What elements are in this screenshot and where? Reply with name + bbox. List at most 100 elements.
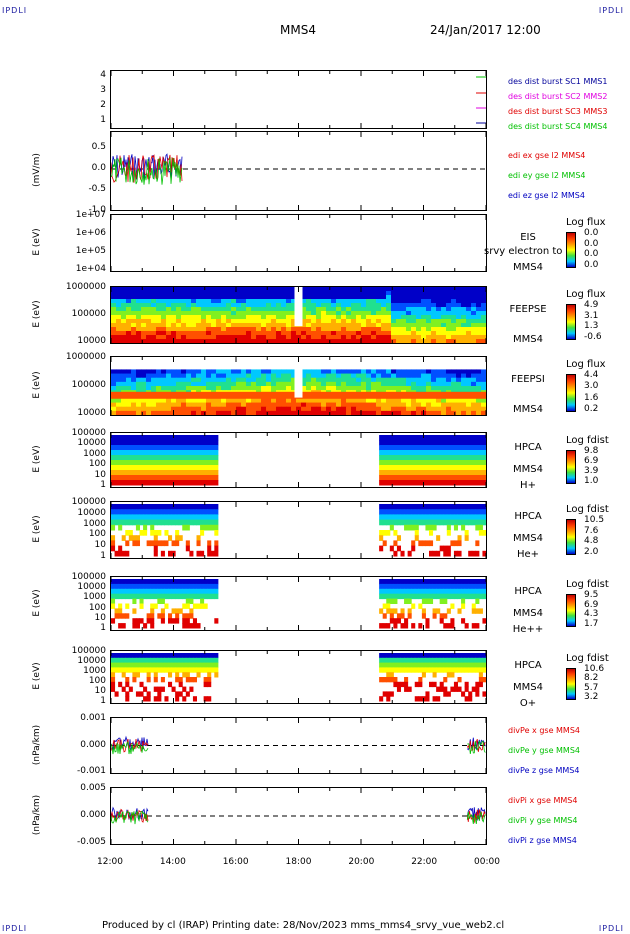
panel-7-ytick: 1000 (83, 518, 106, 529)
panel-10-ytick: 0.000 (80, 739, 106, 750)
panel-7-cb-value: 10.5 (584, 515, 605, 525)
panel-9-plot (111, 651, 486, 703)
panel-8-instrument: HPCA (514, 586, 542, 597)
panel-8-ytick: 10 (94, 612, 106, 623)
panel-6-instrument: HPCA (514, 442, 542, 453)
panel-11-legend-item: divPi x gse MMS4 (508, 796, 578, 805)
panel-9-cb-value: 3.2 (584, 692, 599, 702)
panel-8-cb-value: 6.9 (584, 599, 599, 610)
panel-6-spacecraft: MMS4 (513, 464, 543, 475)
panel-8-ytick: 100 (88, 602, 106, 613)
panel-4-cb-value: 3.1 (584, 310, 599, 321)
panel-1-ytick: 2 (100, 100, 106, 110)
panel-9-ytick: 10000 (77, 656, 106, 666)
panel-2-ytick: 0.5 (91, 141, 106, 152)
panel-7-cb-value: 2.0 (584, 547, 599, 557)
panel-4 (110, 286, 487, 344)
panel-9-ytick: 100000 (71, 646, 106, 656)
panel-7-instrument: HPCA (514, 511, 542, 522)
panel-11-ylabel: (nPa/km) (32, 794, 42, 836)
footer-credit: Produced by cl (IRAP) Printing date: 28/… (102, 920, 505, 931)
panel-5-spacecraft: MMS4 (513, 404, 543, 415)
panel-5-colorbar (566, 374, 576, 412)
panel-6 (110, 432, 487, 488)
panel-4-cb-value: 1.3 (584, 321, 599, 332)
corner-label-tr: IPDLI (598, 6, 624, 15)
panel-3-ytick: 1e+07 (75, 210, 106, 220)
panel-10-plot (111, 718, 486, 773)
panel-4-cb-value: -0.6 (584, 332, 602, 342)
panel-8-spacecraft: MMS4 (513, 608, 543, 619)
panel-5-cb-value: 3.0 (584, 381, 599, 392)
panel-5-ytick: 10000 (77, 408, 106, 418)
panel-2-ytick: -0.5 (88, 183, 106, 194)
time-tick-label: 20:00 (348, 857, 375, 867)
panel-3 (110, 214, 487, 272)
spacecraft-title: MMS4 (280, 23, 316, 37)
panel-9 (110, 650, 487, 704)
panel-4-colorbar (566, 304, 576, 340)
panel-6-cb-value: 1.0 (584, 476, 599, 486)
panel-10-ytick: -0.001 (76, 766, 106, 776)
panel-2-ylabel: (mV/m) (32, 153, 42, 187)
panel-4-cb-title: Log flux (566, 289, 606, 300)
panel-4-ytick: 100000 (71, 309, 106, 319)
panel-10 (110, 717, 487, 774)
panel-4-ytick: 1000000 (65, 282, 106, 292)
panel-3-ytick: 1e+04 (75, 264, 106, 274)
panel-9-ytick: 1000 (83, 666, 106, 676)
panel-3-cb-title: Log flux (566, 217, 606, 228)
panel-11-legend-item: divPi z gse MMS4 (508, 836, 577, 845)
panel-8 (110, 576, 487, 631)
panel-7-ytick: 10 (94, 540, 106, 551)
panel-9-ytick: 10 (94, 686, 106, 696)
panel-7-ytick: 1 (100, 551, 106, 561)
panel-11-ytick: 0.000 (80, 810, 106, 820)
time-tick-label: 14:00 (159, 857, 186, 867)
panel-8-cb-value: 4.3 (584, 609, 599, 620)
panel-9-spacecraft: MMS4 (513, 682, 543, 693)
panel-7-ytick: 100 (88, 529, 106, 540)
panel-9-ytick: 100 (88, 676, 106, 686)
panel-1 (110, 70, 487, 129)
panel-1-ytick: 3 (100, 85, 106, 95)
panel-8-species: He++ (512, 624, 544, 635)
panel-5-ytick: 100000 (71, 380, 106, 390)
panel-11-ytick: 0.005 (80, 783, 106, 793)
panel-1-legend-item: des dist burst SC4 MMS4 (508, 122, 608, 131)
panel-8-ytick: 1000 (83, 592, 106, 603)
panel-3-cb-value: 0.0 (584, 238, 599, 249)
panel-8-plot (111, 577, 486, 630)
panel-5-cb-title: Log flux (566, 359, 606, 370)
panel-7 (110, 501, 487, 559)
panel-8-cb-title: Log fdist (566, 579, 609, 590)
panel-7-spacecraft: MMS4 (513, 533, 543, 544)
panel-4-plot (111, 287, 486, 343)
panel-7-ytick: 100000 (71, 497, 106, 507)
panel-3-instrument: EIS (520, 232, 536, 243)
panel-9-cb-value: 10.6 (584, 664, 605, 674)
panel-7-plot (111, 502, 486, 558)
panel-7-cb-value: 7.6 (584, 525, 599, 536)
panel-6-ytick: 100000 (71, 428, 106, 438)
panel-6-cb-value: 9.8 (584, 446, 599, 456)
panel-6-cb-value: 6.9 (584, 456, 599, 466)
panel-9-ytick: 1 (100, 696, 106, 706)
panel-10-ytick: 0.001 (80, 713, 106, 723)
panel-3-ytick: 1e+06 (75, 228, 106, 238)
panel-1-legend-item: des dist burst SC1 MMS1 (508, 77, 608, 86)
panel-6-ytick: 10000 (77, 438, 106, 449)
panel-1-plot (111, 71, 486, 128)
panel-3-ytick: 1e+05 (75, 246, 106, 256)
panel-8-ylabel: E (eV) (32, 588, 42, 617)
panel-3-cb-value: 0.0 (584, 228, 599, 238)
panel-9-species: O+ (519, 698, 537, 709)
panel-7-ylabel: E (eV) (32, 515, 42, 543)
panel-4-instrument: FEEPSE (509, 304, 547, 315)
panel-9-cb-value: 8.2 (584, 673, 599, 684)
panel-11 (110, 787, 487, 845)
panel-4-cb-value: 4.9 (584, 300, 599, 310)
panel-8-ytick: 1 (100, 623, 106, 633)
panel-2-legend-item: edi ex gse l2 MMS4 (508, 151, 586, 160)
panel-9-instrument: HPCA (514, 660, 542, 671)
